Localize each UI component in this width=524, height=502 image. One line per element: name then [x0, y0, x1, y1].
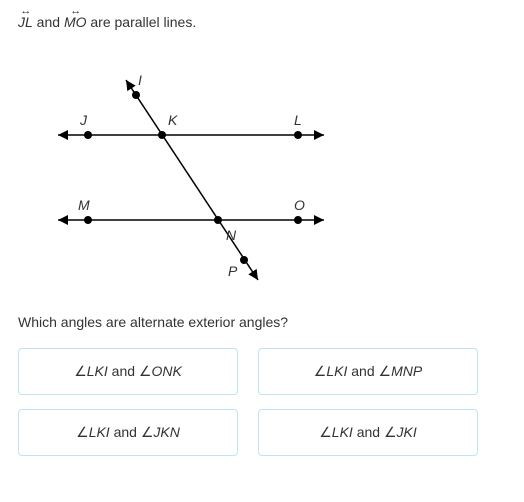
- choice-4[interactable]: ∠LKI and ∠JKI: [258, 409, 478, 456]
- choice-4-joiner: and: [353, 424, 384, 440]
- svg-text:K: K: [168, 112, 178, 128]
- choice-1-a1: LKI: [87, 363, 108, 379]
- choice-2-joiner: and: [347, 363, 378, 379]
- choice-3-a1: LKI: [89, 424, 110, 440]
- choice-1-a2: ONK: [151, 363, 181, 379]
- line-jl: JL: [18, 14, 33, 30]
- answer-choices: ∠LKI and ∠ONK ∠LKI and ∠MNP ∠LKI and ∠JK…: [18, 348, 478, 456]
- angle-symbol: ∠: [314, 363, 327, 379]
- choice-2[interactable]: ∠LKI and ∠MNP: [258, 348, 478, 395]
- svg-text:O: O: [294, 197, 305, 213]
- svg-text:M: M: [78, 197, 90, 213]
- angle-symbol: ∠: [384, 424, 397, 440]
- angle-symbol: ∠: [141, 424, 154, 440]
- svg-text:N: N: [226, 227, 237, 243]
- choice-2-a1: LKI: [326, 363, 347, 379]
- svg-text:J: J: [79, 112, 88, 128]
- angle-symbol: ∠: [319, 424, 332, 440]
- angle-symbol: ∠: [379, 363, 392, 379]
- choice-1-joiner: and: [108, 363, 139, 379]
- svg-text:I: I: [138, 72, 142, 88]
- svg-text:L: L: [294, 112, 302, 128]
- choice-3[interactable]: ∠LKI and ∠JKN: [18, 409, 238, 456]
- choice-3-joiner: and: [110, 424, 141, 440]
- intro-text: JL and MO are parallel lines.: [18, 14, 506, 30]
- choice-3-a2: JKN: [153, 424, 179, 440]
- angle-symbol: ∠: [74, 363, 87, 379]
- question-text: Which angles are alternate exterior angl…: [18, 314, 506, 330]
- intro-joiner: and: [33, 14, 64, 30]
- angle-symbol: ∠: [76, 424, 89, 440]
- intro-suffix: are parallel lines.: [87, 14, 197, 30]
- angle-symbol: ∠: [139, 363, 152, 379]
- choice-1[interactable]: ∠LKI and ∠ONK: [18, 348, 238, 395]
- choice-4-a1: LKI: [332, 424, 353, 440]
- choice-4-a2: JKI: [397, 424, 417, 440]
- line-mo: MO: [64, 14, 87, 30]
- choice-2-a2: MNP: [391, 363, 422, 379]
- geometry-diagram: I J K L M N O P: [18, 40, 358, 300]
- svg-text:P: P: [228, 263, 238, 279]
